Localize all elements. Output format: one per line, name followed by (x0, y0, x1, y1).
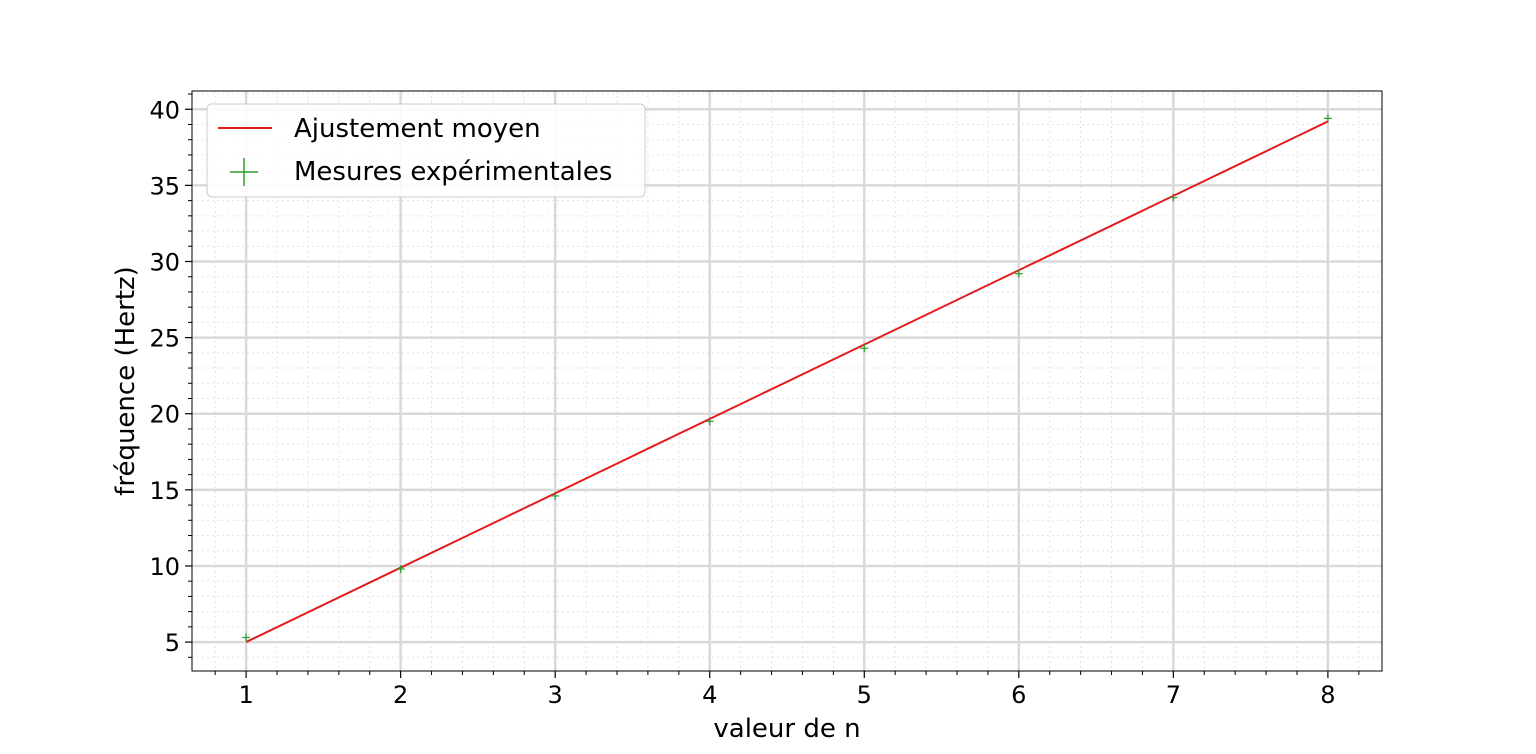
y-tick-label: 25 (149, 325, 180, 353)
x-tick-label: 6 (1011, 681, 1026, 709)
y-tick-label: 15 (149, 477, 180, 505)
measure-point (242, 633, 251, 642)
measure-point (1323, 114, 1332, 123)
x-tick-label: 7 (1166, 681, 1181, 709)
legend-swatch-plus-marker (230, 158, 258, 186)
legend-label-measures: Mesures expérimentales (294, 157, 612, 187)
legend: Ajustement moyen Mesures expérimentales (206, 103, 646, 198)
legend-box (206, 103, 646, 198)
x-axis-label: valeur de n (713, 714, 860, 744)
y-axis-label: fréquence (Hertz) (111, 266, 141, 496)
x-tick-label: 2 (393, 681, 408, 709)
x-tick-label: 4 (702, 681, 717, 709)
y-tick-label: 5 (165, 629, 180, 657)
measure-point (1014, 269, 1023, 278)
y-tick-label: 40 (149, 96, 180, 124)
measure-point (705, 417, 714, 426)
y-tick-label: 30 (149, 248, 180, 276)
measure-point (551, 491, 560, 500)
y-tick-label: 35 (149, 172, 180, 200)
y-tick-label: 10 (149, 553, 180, 581)
fit-line (245, 120, 1329, 643)
y-tick-label: 20 (149, 401, 180, 429)
x-tick-label: 5 (857, 681, 872, 709)
x-tick-label: 1 (238, 681, 253, 709)
axis-ticks: 1 2 3 4 5 6 7 8 5 10 15 20 25 30 35 40 (149, 93, 1360, 709)
measure-point (396, 565, 405, 574)
x-tick-label: 3 (548, 681, 563, 709)
measure-point (860, 344, 869, 353)
plot-area-frame (191, 90, 1383, 672)
chart-marks (242, 114, 1332, 643)
measure-point (1169, 193, 1178, 202)
x-tick-label: 8 (1320, 681, 1335, 709)
legend-label-fit: Ajustement moyen (294, 114, 541, 144)
minor-grid (192, 91, 1382, 671)
